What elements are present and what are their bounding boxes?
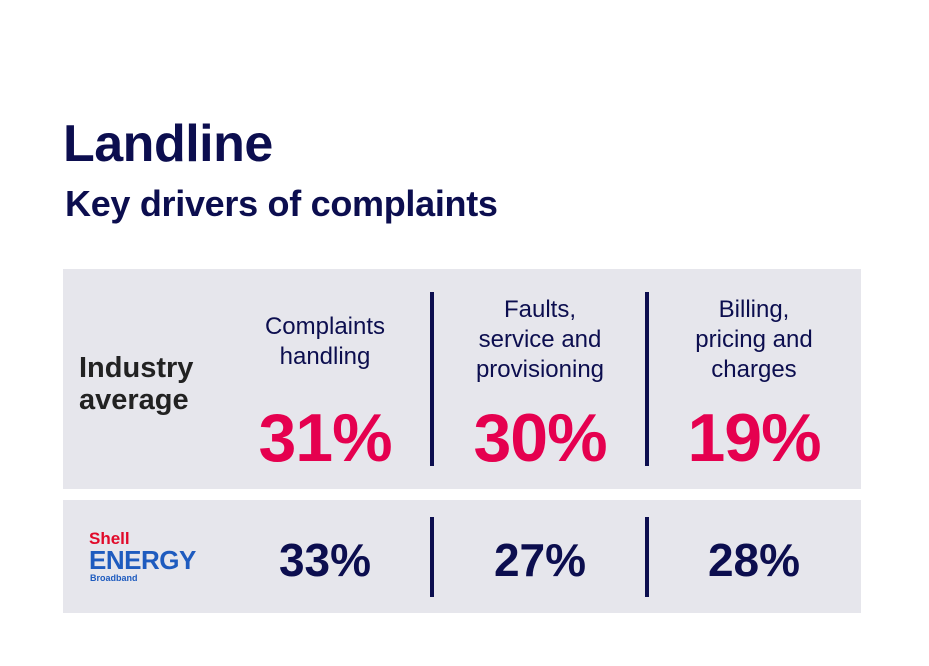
column-divider [430,517,434,597]
column-divider [430,292,434,466]
industry-value-faults: 30% [473,400,607,476]
logo-text-shell: Shell [89,529,130,548]
category-complaints-handling: Complaints handling [225,312,425,372]
industry-value-complaints-handling: 31% [258,400,392,476]
page-subtitle: Key drivers of complaints [65,183,498,224]
category-label-line: pricing and [695,326,813,353]
category-label-line: provisioning [475,356,605,383]
industry-average-panel [63,269,861,489]
shell-value-billing: 28% [707,534,801,586]
industry-average-label-line: average [79,384,189,416]
category-label-line: Faults, [503,296,577,323]
shell-value-complaints-handling: 33% [278,534,372,586]
logo-text-broadband: Broadband [90,573,138,583]
shell-value-faults: 27% [493,534,587,586]
category-label-line: Billing, [718,296,790,323]
page-title: Landline [63,115,273,173]
column-divider [645,517,649,597]
category-label-line: charges [711,356,797,383]
category-label-line: handling [279,343,371,370]
shell-energy-panel [63,500,861,613]
category-billing-pricing-charges: Billing, pricing and charges [654,295,854,385]
shell-energy-broadband-logo: Shell ENERGY Broadband [89,530,199,586]
industry-average-label-line: Industry [79,352,194,384]
industry-value-billing: 19% [687,400,821,476]
category-label-line: Complaints [264,313,386,340]
logo-text-energy: ENERGY [89,545,196,575]
column-divider [645,292,649,466]
category-label-line: service and [478,326,602,353]
industry-average-label: Industry average [79,352,214,416]
category-faults-service-provisioning: Faults, service and provisioning [440,295,640,385]
